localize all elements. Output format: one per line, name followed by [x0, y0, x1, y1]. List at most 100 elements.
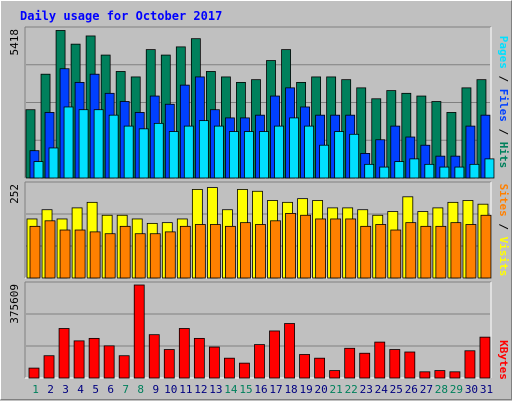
bar-pages-day-19: [304, 125, 314, 179]
bar-kbytes-day-12: [193, 337, 205, 379]
bar-pages-day-25: [394, 161, 405, 179]
x-tick-label-day-25: 25: [390, 383, 403, 396]
bar-pages-day-5: [93, 109, 104, 179]
bar-kbytes-day-9: [148, 334, 160, 379]
bar-kbytes-day-11: [178, 328, 190, 379]
bar-kbytes-day-3: [58, 328, 70, 379]
bar-kbytes-day-28: [434, 370, 446, 379]
x-tick-label-day-24: 24: [375, 383, 389, 396]
x-tick-label-day-12: 12: [194, 383, 207, 396]
series-label-separator: /: [497, 69, 510, 89]
bar-sites-day-11: [179, 225, 191, 279]
bar-kbytes-day-29: [449, 371, 461, 379]
bar-sites-day-17: [270, 220, 281, 279]
panel-bottom: 375609: [8, 281, 492, 379]
x-tick-label-day-2: 2: [47, 383, 54, 396]
series-label-files: Files: [497, 89, 510, 122]
bar-sites-day-25: [390, 229, 402, 279]
bar-kbytes-day-8: [133, 284, 145, 379]
x-tick-label-day-28: 28: [435, 383, 448, 396]
bar-sites-day-8: [134, 233, 146, 279]
bar-pages-day-26: [409, 158, 420, 179]
bar-pages-day-27: [424, 163, 435, 179]
x-tick-label-day-4: 4: [77, 383, 84, 396]
bar-sites-day-27: [420, 225, 432, 279]
bar-pages-day-3: [63, 106, 74, 179]
bar-pages-day-10: [168, 131, 179, 179]
x-tick-label-day-13: 13: [209, 383, 222, 396]
bar-kbytes-day-31: [479, 336, 491, 379]
bar-pages-day-17: [274, 125, 284, 179]
bar-sites-day-9: [149, 233, 161, 279]
bar-kbytes-day-19: [299, 354, 310, 379]
bar-sites-day-26: [405, 222, 417, 279]
bar-kbytes-day-16: [254, 344, 265, 379]
x-tick-label-day-5: 5: [92, 383, 99, 396]
bar-sites-day-12: [194, 224, 206, 279]
bar-pages-day-16: [259, 131, 269, 179]
bar-sites-day-14: [225, 225, 236, 279]
bar-kbytes-day-23: [359, 352, 371, 379]
bar-pages-day-21: [334, 131, 345, 179]
bar-kbytes-day-27: [419, 371, 431, 379]
bar-sites-day-31: [480, 214, 492, 279]
x-tick-label-day-18: 18: [284, 383, 297, 396]
axis-max-label: 375609: [8, 284, 21, 324]
bar-sites-day-15: [240, 222, 251, 279]
x-tick-label-day-9: 9: [152, 383, 159, 396]
bar-pages-day-11: [183, 125, 194, 179]
x-tick-label-day-27: 27: [420, 383, 433, 396]
series-label-separator: /: [497, 217, 510, 237]
bar-pages-day-31: [484, 158, 495, 179]
bar-kbytes-day-18: [284, 323, 295, 379]
bar-kbytes-day-30: [464, 350, 476, 379]
series-label-visits: Visits: [497, 237, 510, 277]
series-label-sites: Sites: [497, 184, 510, 217]
chart-panels: 5418 252 375609: [8, 26, 495, 379]
bar-pages-day-28: [439, 166, 450, 179]
bar-sites-day-18: [285, 213, 296, 279]
x-tick-label-day-22: 22: [345, 383, 358, 396]
bar-sites-day-19: [300, 214, 311, 279]
axis-max-label: 5418: [8, 29, 21, 56]
bar-sites-day-21: [330, 218, 342, 279]
x-tick-label-day-15: 15: [239, 383, 252, 396]
bar-kbytes-day-15: [239, 362, 250, 379]
bar-pages-day-2: [48, 147, 59, 179]
right-label-top: Pages / Files / Hits: [497, 36, 510, 169]
chart-title: Daily usage for October 2017: [20, 9, 222, 23]
panel-middle: 252: [8, 181, 492, 279]
bar-kbytes-day-1: [28, 367, 40, 379]
bar-pages-day-18: [289, 117, 299, 179]
x-tick-label-day-3: 3: [62, 383, 69, 396]
x-tick-label-day-29: 29: [450, 383, 463, 396]
bar-sites-day-30: [465, 224, 477, 279]
bar-pages-day-29: [454, 166, 465, 179]
bar-sites-day-4: [74, 229, 86, 279]
x-tick-label-day-16: 16: [254, 383, 267, 396]
bar-sites-day-5: [89, 231, 101, 279]
bar-pages-day-9: [153, 122, 164, 179]
x-tick-label-day-6: 6: [107, 383, 114, 396]
x-tick-label-day-31: 31: [480, 383, 493, 396]
bar-pages-day-4: [78, 109, 89, 179]
bar-sites-day-2: [44, 220, 56, 279]
right-label-middle: Sites / Visits: [497, 184, 510, 277]
bar-pages-day-14: [229, 131, 239, 179]
bar-kbytes-day-6: [103, 345, 115, 379]
bar-pages-day-20: [319, 144, 330, 179]
bar-kbytes-day-14: [224, 357, 235, 379]
x-tick-label-day-14: 14: [224, 383, 238, 396]
bar-kbytes-day-4: [73, 340, 85, 379]
bar-kbytes-day-2: [43, 355, 55, 379]
x-tick-label-day-17: 17: [269, 383, 282, 396]
x-tick-label-day-23: 23: [360, 383, 373, 396]
right-label-bottom: KBytes: [497, 340, 510, 380]
x-tick-label-day-8: 8: [137, 383, 144, 396]
bar-sites-day-23: [360, 225, 372, 279]
series-label-separator: /: [497, 122, 510, 142]
bar-sites-day-28: [435, 225, 447, 279]
bar-kbytes-day-21: [329, 370, 341, 379]
axis-max-label: 252: [8, 184, 21, 204]
